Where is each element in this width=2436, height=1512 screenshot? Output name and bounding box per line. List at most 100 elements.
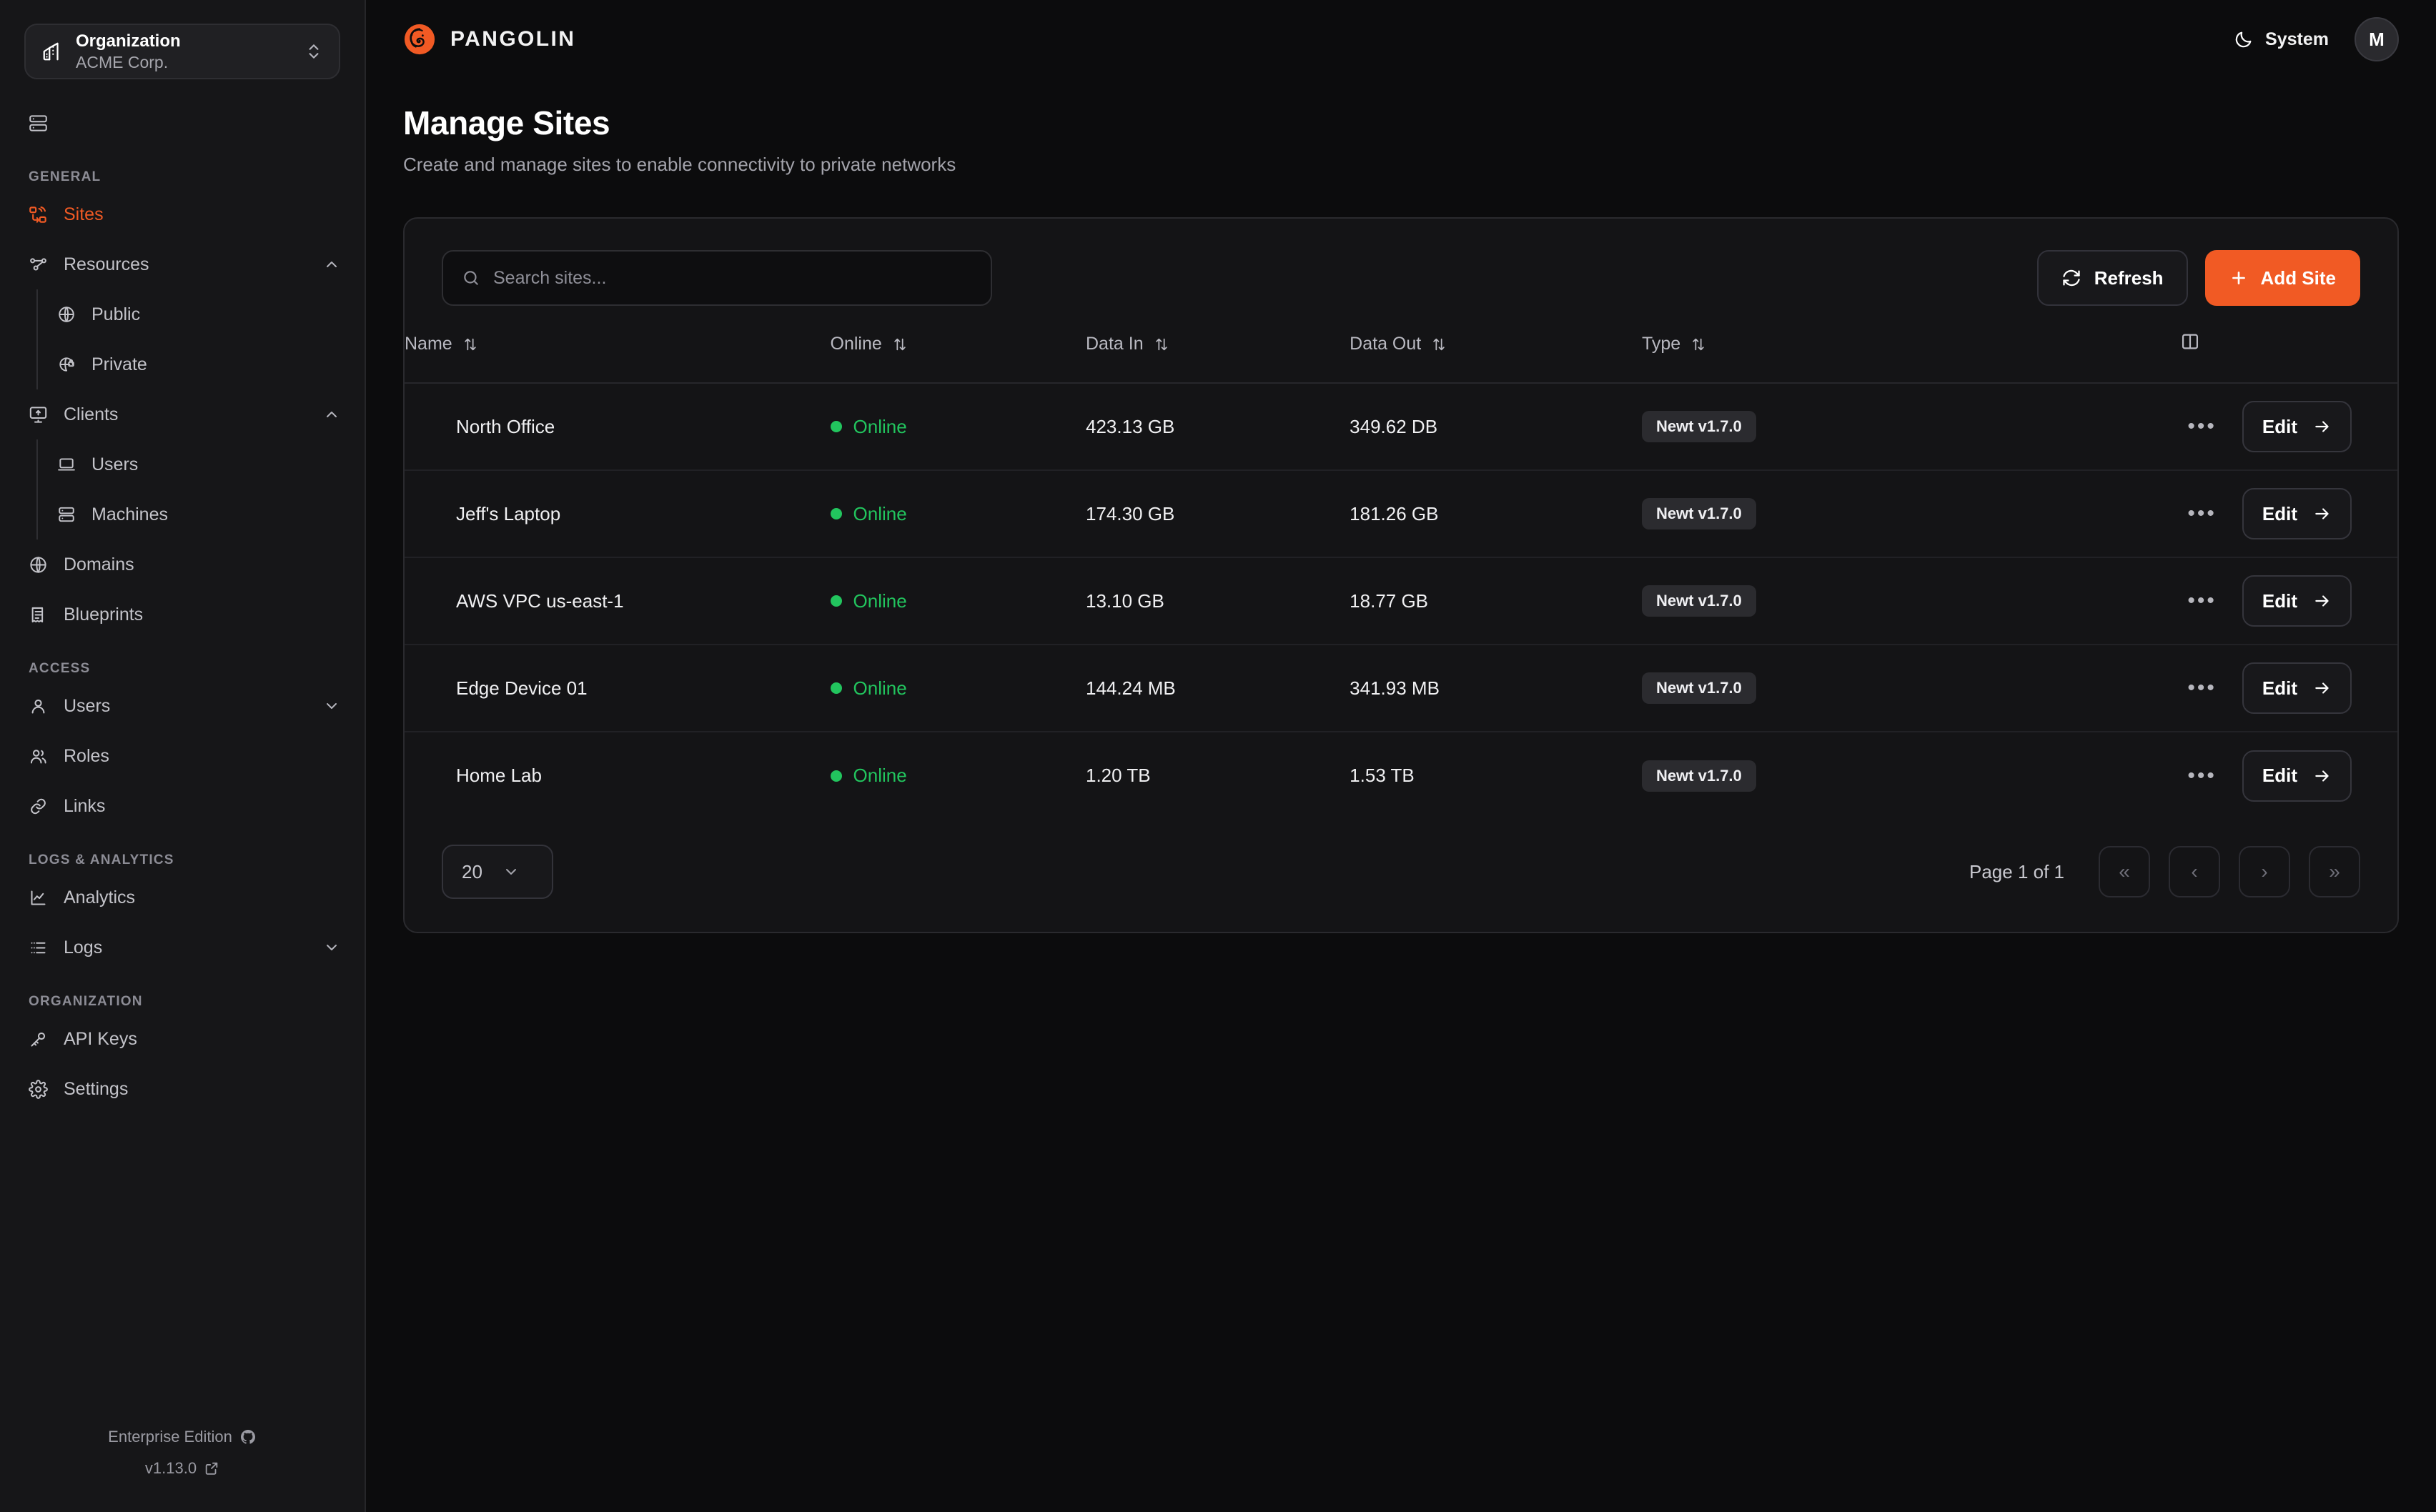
sidebar-item-sites[interactable]: Sites bbox=[24, 189, 340, 239]
table-row[interactable]: AWS VPC us-east-1 Online 13.10 GB 18.77 … bbox=[405, 557, 2397, 645]
cell-online: Online bbox=[830, 383, 1086, 471]
brand-logo[interactable]: PANGOLIN bbox=[403, 23, 575, 56]
subnav-resources: Public Private bbox=[36, 289, 340, 389]
sidebar-nav: GENERAL Sites Re bbox=[0, 98, 365, 1114]
refresh-label: Refresh bbox=[2094, 267, 2164, 289]
add-site-label: Add Site bbox=[2260, 267, 2336, 289]
table-footer: 20 Page 1 of 1 « ‹ › » bbox=[405, 819, 2397, 932]
theme-toggle[interactable]: System bbox=[2234, 29, 2329, 50]
row-more-button[interactable]: ••• bbox=[2187, 502, 2217, 525]
search-icon bbox=[462, 269, 480, 287]
edit-button[interactable]: Edit bbox=[2242, 750, 2352, 802]
sidebar-item-machines[interactable]: Machines bbox=[53, 489, 340, 539]
pagination: Page 1 of 1 « ‹ › » bbox=[1969, 846, 2360, 897]
sidebar-item-private[interactable]: Private bbox=[53, 339, 340, 389]
sites-card: Search sites... Refresh bbox=[403, 217, 2399, 933]
key-icon bbox=[29, 1030, 48, 1049]
last-page-button[interactable]: » bbox=[2309, 846, 2360, 897]
edit-button[interactable]: Edit bbox=[2242, 662, 2352, 714]
cell-actions: ••• Edit bbox=[2180, 383, 2397, 471]
arrow-right-icon bbox=[2313, 679, 2332, 697]
org-switcher[interactable]: Organization ACME Corp. bbox=[24, 24, 340, 79]
sidebar-item-clients[interactable]: Clients bbox=[24, 389, 340, 439]
cell-actions: ••• Edit bbox=[2180, 557, 2397, 645]
type-badge: Newt v1.7.0 bbox=[1641, 585, 1756, 617]
avatar[interactable]: M bbox=[2355, 17, 2399, 61]
edit-label: Edit bbox=[2262, 590, 2297, 612]
column-header-type[interactable]: Type bbox=[1642, 332, 2180, 383]
status-label: Online bbox=[853, 415, 907, 437]
table-row[interactable]: Jeff's Laptop Online 174.30 GB 181.26 GB… bbox=[405, 470, 2397, 558]
cell-type: Newt v1.7.0 bbox=[1641, 383, 2181, 471]
sidebar-item-analytics[interactable]: Analytics bbox=[24, 872, 340, 922]
table-head: Name Online bbox=[405, 332, 2397, 383]
edit-button[interactable]: Edit bbox=[2242, 488, 2352, 539]
prev-page-button[interactable]: ‹ bbox=[2169, 846, 2220, 897]
row-more-button[interactable]: ••• bbox=[2187, 676, 2217, 700]
arrow-right-icon bbox=[2313, 767, 2332, 785]
cell-name: AWS VPC us-east-1 bbox=[405, 557, 831, 645]
next-page-button[interactable]: › bbox=[2239, 846, 2290, 897]
sidebar-item-users-clients[interactable]: Users bbox=[53, 439, 340, 489]
sidebar-item-domains[interactable]: Domains bbox=[24, 539, 340, 590]
add-site-button[interactable]: Add Site bbox=[2204, 250, 2360, 306]
chevron-down-icon[interactable] bbox=[323, 697, 340, 715]
table-row[interactable]: Home Lab Online 1.20 TB 1.53 TB Newt v1.… bbox=[405, 732, 2397, 819]
sidebar-item-resources[interactable]: Resources bbox=[24, 239, 340, 289]
sidebar-section-logs-analytics: LOGS & ANALYTICS bbox=[29, 852, 174, 867]
cell-type: Newt v1.7.0 bbox=[1641, 470, 2181, 558]
sidebar-item-roles[interactable]: Roles bbox=[24, 731, 340, 781]
receipt-icon bbox=[29, 605, 48, 625]
cell-type: Newt v1.7.0 bbox=[1641, 645, 2181, 732]
sidebar-item-settings[interactable]: Settings bbox=[24, 1064, 340, 1114]
sidebar-item-links[interactable]: Links bbox=[24, 781, 340, 831]
row-more-button[interactable]: ••• bbox=[2187, 763, 2217, 787]
status-label: Online bbox=[853, 502, 907, 524]
first-page-button[interactable]: « bbox=[2099, 846, 2150, 897]
edit-label: Edit bbox=[2262, 415, 2297, 437]
sidebar-item-api-keys[interactable]: API Keys bbox=[24, 1014, 340, 1064]
column-header-actions bbox=[2180, 332, 2397, 383]
sidebar-item-label: Clients bbox=[64, 404, 119, 424]
toolbar-actions: Refresh Add Site bbox=[2036, 250, 2360, 306]
sidebar-item-public[interactable]: Public bbox=[53, 289, 340, 339]
sidebar-item-label: Roles bbox=[64, 745, 109, 766]
table-row[interactable]: Edge Device 01 Online 144.24 MB 341.93 M… bbox=[405, 645, 2397, 732]
sort-icon bbox=[892, 337, 908, 352]
chevron-down-icon[interactable] bbox=[323, 939, 340, 956]
column-header-data-in[interactable]: Data In bbox=[1086, 332, 1350, 383]
sidebar-item-label: Analytics bbox=[64, 887, 136, 907]
refresh-button[interactable]: Refresh bbox=[2036, 250, 2188, 306]
resources-icon bbox=[29, 255, 48, 274]
sidebar-item-blueprints[interactable]: Blueprints bbox=[24, 590, 340, 640]
chevron-up-icon[interactable] bbox=[323, 256, 340, 273]
table-row[interactable]: North Office Online 423.13 GB 349.62 DB … bbox=[405, 383, 2397, 471]
search-placeholder: Search sites... bbox=[493, 267, 607, 288]
org-name: ACME Corp. bbox=[76, 52, 169, 71]
sidebar-item-logs[interactable]: Logs bbox=[24, 922, 340, 973]
chevron-up-icon[interactable] bbox=[323, 406, 340, 423]
sidebar-item-users[interactable]: Users bbox=[24, 681, 340, 731]
sort-icon bbox=[1690, 337, 1706, 352]
version-link[interactable]: v1.13.0 bbox=[0, 1459, 365, 1478]
column-header-name[interactable]: Name bbox=[405, 332, 831, 383]
type-badge: Newt v1.7.0 bbox=[1641, 672, 1756, 704]
row-more-button[interactable]: ••• bbox=[2187, 414, 2217, 438]
page-size-select[interactable]: 20 bbox=[442, 845, 553, 899]
cell-name: Home Lab bbox=[456, 765, 542, 786]
server-icon bbox=[29, 114, 48, 133]
cell-actions: ••• Edit bbox=[2180, 645, 2397, 732]
edition-link[interactable]: Enterprise Edition bbox=[0, 1428, 365, 1446]
edit-button[interactable]: Edit bbox=[2242, 575, 2352, 627]
edit-button[interactable]: Edit bbox=[2242, 401, 2352, 452]
sites-table: Name Online bbox=[405, 332, 2397, 819]
cell-name: Edge Device 01 bbox=[405, 645, 831, 732]
building-icon bbox=[41, 41, 63, 62]
row-more-button[interactable]: ••• bbox=[2187, 589, 2217, 612]
column-header-online[interactable]: Online bbox=[831, 332, 1086, 383]
search-input[interactable]: Search sites... bbox=[442, 250, 992, 306]
columns-toggle-icon[interactable] bbox=[2180, 332, 2200, 352]
user-icon bbox=[29, 697, 48, 716]
column-header-data-out[interactable]: Data Out bbox=[1350, 332, 1642, 383]
sidebar-item-server-admin[interactable] bbox=[24, 98, 340, 148]
